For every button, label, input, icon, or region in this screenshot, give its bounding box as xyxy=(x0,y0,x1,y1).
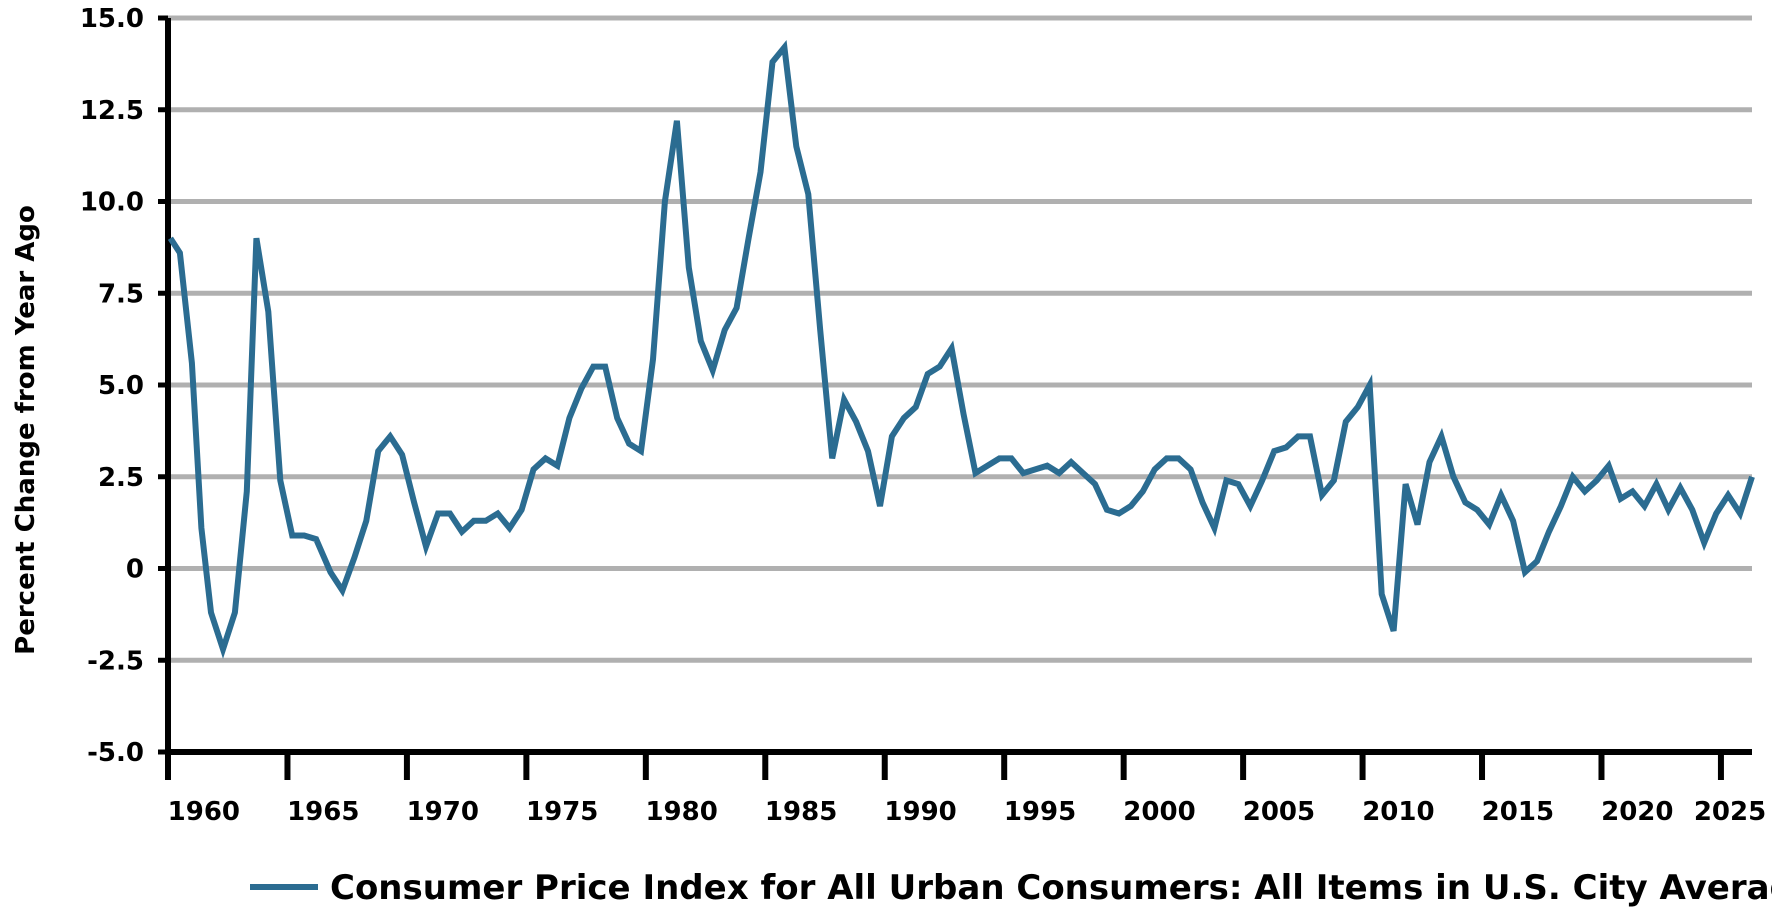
x-tick-label: 2025 xyxy=(1694,797,1766,827)
x-tick-label: 1980 xyxy=(645,797,717,827)
y-tick-label: -2.5 xyxy=(87,646,144,676)
legend: Consumer Price Index for All Urban Consu… xyxy=(250,868,1772,908)
x-tick-label: 2010 xyxy=(1362,797,1434,827)
x-tick-labels: 1960 1965 1970 1975 1980 1985 1990 1995 2000 2005… xyxy=(165,752,1766,827)
series-layer xyxy=(167,40,1755,659)
y-axis-title: Percent Change from Year Ago xyxy=(11,205,41,655)
gridlines xyxy=(168,15,1752,663)
y-tick-label: 0 xyxy=(126,555,144,585)
y-tick-label: 2.5 xyxy=(98,463,144,493)
y-tick-label: 10.0 xyxy=(80,188,144,218)
x-tick-label: 2020 xyxy=(1601,797,1673,827)
legend-label: Consumer Price Index for All Urban Consu… xyxy=(330,868,1772,908)
y-tick-label: -5.0 xyxy=(87,738,144,768)
y-tick-labels: 15.0 12.5 10.0 7.5 5.0 2.5 0 -2.5 -5.0 xyxy=(80,4,168,768)
x-tick-label: 1975 xyxy=(526,797,598,827)
x-tick-label: 1985 xyxy=(765,797,837,827)
x-tick-label: 1995 xyxy=(1004,797,1076,827)
x-tick-label: 2000 xyxy=(1123,797,1195,827)
x-tick-label: 1965 xyxy=(287,797,359,827)
x-tick-label: 1990 xyxy=(884,797,956,827)
y-tick-label: 12.5 xyxy=(80,96,144,126)
x-tick-label: 1960 xyxy=(168,797,240,827)
y-tick-label: 15.0 xyxy=(80,4,144,34)
series-line-0 xyxy=(167,40,1755,659)
x-tick-label: 2005 xyxy=(1243,797,1315,827)
x-tick-label: 2015 xyxy=(1482,797,1554,827)
y-tick-label: 5.0 xyxy=(98,371,144,401)
x-tick-label: 1970 xyxy=(407,797,479,827)
y-tick-label: 7.5 xyxy=(98,279,144,309)
